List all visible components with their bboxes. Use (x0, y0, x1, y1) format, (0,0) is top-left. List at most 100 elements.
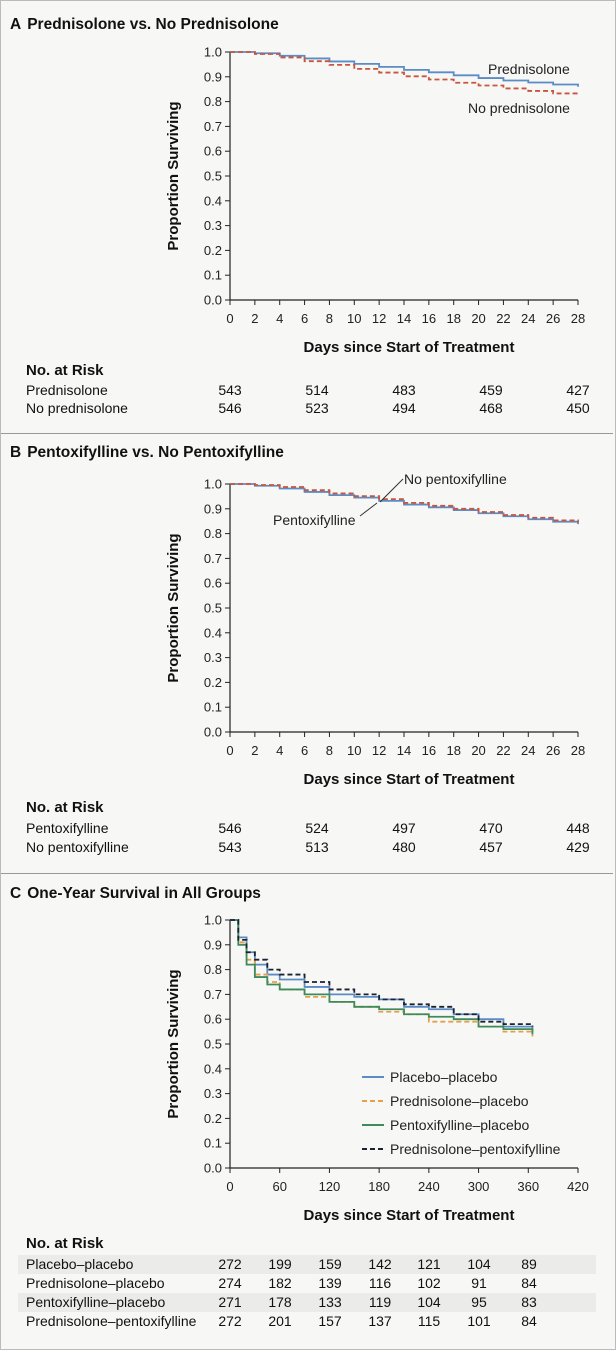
y-tick-label: 0.0 (204, 1161, 222, 1176)
x-tick-label: 22 (496, 743, 510, 758)
y-tick-label: 0.8 (204, 526, 222, 541)
risk-row-label: Prednisolone (26, 382, 108, 398)
x-tick-label: 2 (251, 743, 258, 758)
risk-value: 523 (305, 400, 329, 416)
panel-c-title-text: One-Year Survival in All Groups (27, 885, 261, 902)
risk-value: 178 (268, 1294, 292, 1310)
y-tick-label: 0.3 (204, 1086, 222, 1101)
panel-c-chart: 0.0 0.1 0.2 0.3 0.4 0.5 0.6 0.7 0.8 0.9 1.0 0 60 120 1… (165, 913, 589, 1225)
x-tick-label: 0 (226, 1179, 233, 1194)
y-tick-label: 0.3 (204, 650, 222, 665)
panel-b-risk-title: No. at Risk (26, 799, 104, 816)
x-tick-label: 10 (347, 311, 361, 326)
x-tick-label: 360 (517, 1179, 539, 1194)
y-tick-label: 0.6 (204, 1012, 222, 1027)
y-tick-label: 0.9 (204, 937, 222, 952)
x-tick-label: 20 (471, 743, 485, 758)
y-tick-label: 0.2 (204, 243, 222, 258)
x-tick-label: 14 (397, 311, 411, 326)
x-tick-label: 26 (546, 311, 560, 326)
x-tick-label: 10 (347, 743, 361, 758)
y-tick-label: 0.2 (204, 1111, 222, 1126)
risk-value: 427 (566, 382, 590, 398)
panel-b-letter: B (10, 444, 22, 461)
y-tick-label: 0.7 (204, 551, 222, 566)
risk-value: 271 (218, 1294, 242, 1310)
risk-value: 457 (479, 839, 503, 855)
risk-value: 513 (305, 839, 329, 855)
risk-row-label: Prednisolone–pentoxifylline (26, 1313, 197, 1329)
panel-b-chart: 0.00.10.20.30.40.50.60.70.80.91.00 2 4 6 8 10… (165, 471, 585, 788)
x-tick-label: 2 (251, 311, 258, 326)
x-tick-label: 420 (567, 1179, 589, 1194)
y-tick-label: 0.5 (204, 601, 222, 616)
y-tick-label: 0.3 (204, 218, 222, 233)
y-tick-label: 0.5 (204, 1037, 222, 1052)
series-label: Pentoxifylline (273, 512, 356, 528)
panel-c-letter: C (10, 885, 22, 902)
y-tick-label: 1.0 (204, 913, 222, 928)
risk-value: 102 (417, 1275, 441, 1291)
panel-separator (1, 433, 613, 434)
panel-c-risk-title: No. at Risk (26, 1235, 104, 1252)
x-tick-label: 240 (418, 1179, 440, 1194)
y-tick-label: 0.2 (204, 675, 222, 690)
y-tick-label: 0.4 (204, 625, 222, 640)
y-tick-label: 0.6 (204, 144, 222, 159)
risk-value: 274 (218, 1275, 242, 1291)
risk-value: 89 (521, 1256, 537, 1272)
y-tick-label: 1.0 (204, 45, 222, 60)
series-line-prednisolone-pentoxifylline (230, 919, 534, 1027)
x-tick-label: 12 (372, 743, 386, 758)
x-tick-label: 22 (496, 311, 510, 326)
risk-value: 199 (268, 1256, 292, 1272)
x-tick-label: 60 (272, 1179, 286, 1194)
label-leader-line (359, 502, 378, 517)
risk-value: 84 (521, 1275, 537, 1291)
y-tick-label: 0.1 (204, 268, 222, 283)
risk-value: 201 (268, 1313, 292, 1329)
x-tick-label: 6 (301, 743, 308, 758)
y-axis-label: Proportion Surviving (165, 533, 182, 682)
risk-value: 459 (479, 382, 503, 398)
risk-value: 429 (566, 839, 590, 855)
risk-value: 480 (392, 839, 416, 855)
risk-value: 115 (417, 1313, 441, 1329)
x-tick-label: 180 (368, 1179, 390, 1194)
series-label: No pentoxifylline (404, 471, 507, 487)
risk-value: 546 (218, 820, 242, 836)
series-label: Prednisolone (488, 61, 570, 77)
panel-separator (1, 873, 613, 874)
label-leader-line (379, 478, 404, 503)
y-tick-label: 0.5 (204, 169, 222, 184)
y-tick-label: 0.8 (204, 94, 222, 109)
risk-row-label: Prednisolone–placebo (26, 1275, 165, 1291)
risk-value: 137 (368, 1313, 392, 1329)
risk-value: 142 (368, 1256, 392, 1272)
risk-value: 272 (218, 1256, 242, 1272)
y-tick-label: 0.7 (204, 987, 222, 1002)
risk-value: 91 (471, 1275, 487, 1291)
series-line-placebo-placebo (230, 919, 534, 1032)
panel-c-risk-row: Placebo–placebo 272 199 159 142 121 104 89 (18, 1255, 596, 1274)
y-tick-label: 0.6 (204, 576, 222, 591)
risk-value: 514 (305, 382, 329, 398)
risk-row-label: Pentoxifylline (26, 820, 109, 836)
panel-a-letter: A (10, 16, 22, 33)
x-tick-label: 18 (446, 311, 460, 326)
risk-value: 546 (218, 400, 242, 416)
risk-row-label: Pentoxifylline–placebo (26, 1294, 166, 1310)
x-axis-label: Days since Start of Treatment (304, 1207, 515, 1224)
risk-value: 95 (471, 1294, 487, 1310)
panel-a-risk-title: No. at Risk (26, 362, 104, 379)
x-tick-label: 0 (226, 311, 233, 326)
x-tick-label: 20 (471, 311, 485, 326)
panel-a-title-text: Prednisolone vs. No Prednisolone (27, 16, 279, 33)
x-tick-label: 6 (301, 311, 308, 326)
x-tick-label: 16 (422, 311, 436, 326)
x-tick-label: 4 (276, 743, 283, 758)
panel-b-risk-row: Pentoxifylline 546 524 497 470 448 (18, 819, 596, 838)
risk-value: 104 (467, 1256, 491, 1272)
risk-value: 470 (479, 820, 503, 836)
